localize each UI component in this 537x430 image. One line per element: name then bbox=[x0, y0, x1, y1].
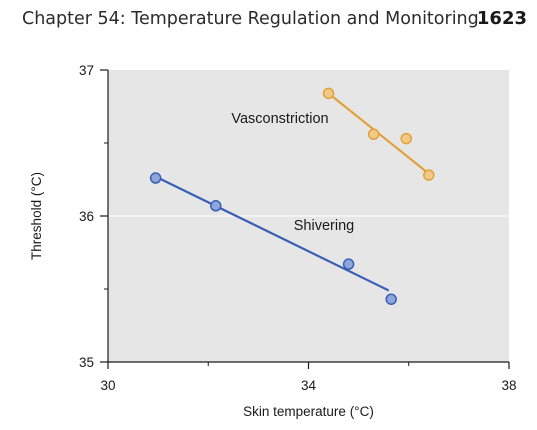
y-tick-label: 36 bbox=[79, 209, 94, 224]
page-header: Chapter 54: Temperature Regulation and M… bbox=[22, 6, 527, 36]
vasconstriction-point bbox=[367, 128, 380, 140]
shivering-point bbox=[342, 258, 355, 270]
shivering-point bbox=[385, 293, 397, 305]
x-tick-label: 34 bbox=[301, 378, 317, 393]
y-axis-label: Threshold (°C) bbox=[29, 172, 44, 260]
vasconstriction-label: Vasconstriction bbox=[231, 111, 328, 127]
y-tick-label: 37 bbox=[79, 63, 94, 78]
vasconstriction-point bbox=[322, 87, 335, 100]
x-tick-label: 38 bbox=[501, 378, 516, 393]
shivering-point bbox=[210, 200, 222, 212]
vasconstriction-point bbox=[423, 169, 435, 181]
page-number: 1623 bbox=[476, 8, 527, 29]
shivering-point bbox=[149, 172, 162, 184]
chart-marks: 35 36 37 30 34 38 Vasconstriction Shivering bbox=[79, 63, 517, 393]
x-axis-label: Skin temperature (°C) bbox=[243, 404, 374, 419]
y-tick-label: 35 bbox=[79, 355, 94, 370]
shivering-trend-line bbox=[155, 175, 390, 292]
shivering-label: Shivering bbox=[294, 218, 354, 234]
vasconstriction-point bbox=[400, 132, 412, 145]
x-tick-label: 30 bbox=[100, 378, 115, 393]
chapter-title: Chapter 54: Temperature Regulation and M… bbox=[22, 9, 479, 29]
